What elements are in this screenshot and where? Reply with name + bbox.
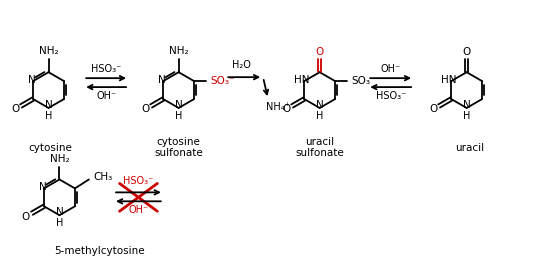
Text: cytosine
sulfonate: cytosine sulfonate bbox=[154, 137, 203, 158]
Text: N: N bbox=[45, 100, 53, 110]
Text: H₂O: H₂O bbox=[232, 60, 251, 70]
Text: NH₂: NH₂ bbox=[39, 46, 59, 56]
Text: HN: HN bbox=[294, 75, 310, 85]
Text: cytosine: cytosine bbox=[28, 143, 72, 153]
Text: OH⁻: OH⁻ bbox=[381, 64, 401, 74]
Text: O: O bbox=[463, 47, 471, 57]
Text: O: O bbox=[141, 104, 149, 115]
Text: N: N bbox=[158, 75, 166, 85]
Text: uracil: uracil bbox=[455, 143, 484, 153]
Text: CH₃: CH₃ bbox=[93, 173, 112, 182]
Text: HN: HN bbox=[441, 75, 457, 85]
Text: SO₃⁻: SO₃⁻ bbox=[211, 76, 235, 86]
Text: NH₄⁺: NH₄⁺ bbox=[266, 102, 290, 112]
Text: H: H bbox=[175, 111, 182, 121]
Text: uracil
sulfonate: uracil sulfonate bbox=[295, 137, 344, 158]
Text: HSO₃⁻: HSO₃⁻ bbox=[123, 176, 154, 187]
Text: O: O bbox=[316, 47, 324, 57]
Text: 5-methylcytosine: 5-methylcytosine bbox=[55, 246, 145, 256]
Text: SO₃⁻: SO₃⁻ bbox=[352, 76, 376, 86]
Text: NH₂: NH₂ bbox=[169, 46, 189, 56]
Text: O: O bbox=[22, 212, 30, 222]
Text: O: O bbox=[282, 104, 290, 115]
Text: H: H bbox=[56, 218, 63, 228]
Text: O: O bbox=[429, 104, 437, 115]
Text: H: H bbox=[45, 111, 53, 121]
Text: HSO₃⁻: HSO₃⁻ bbox=[376, 91, 406, 101]
Text: N: N bbox=[175, 100, 183, 110]
Text: OH⁻: OH⁻ bbox=[96, 91, 116, 101]
Text: H: H bbox=[463, 111, 470, 121]
Text: N: N bbox=[316, 100, 324, 110]
Text: NH₂: NH₂ bbox=[50, 154, 69, 164]
Text: N: N bbox=[56, 207, 63, 217]
Text: H: H bbox=[316, 111, 323, 121]
Text: N: N bbox=[28, 75, 36, 85]
Text: HSO₃⁻: HSO₃⁻ bbox=[91, 64, 121, 74]
Text: OH⁻: OH⁻ bbox=[129, 205, 148, 215]
Text: N: N bbox=[39, 182, 47, 192]
Text: O: O bbox=[11, 104, 19, 115]
Text: N: N bbox=[463, 100, 470, 110]
